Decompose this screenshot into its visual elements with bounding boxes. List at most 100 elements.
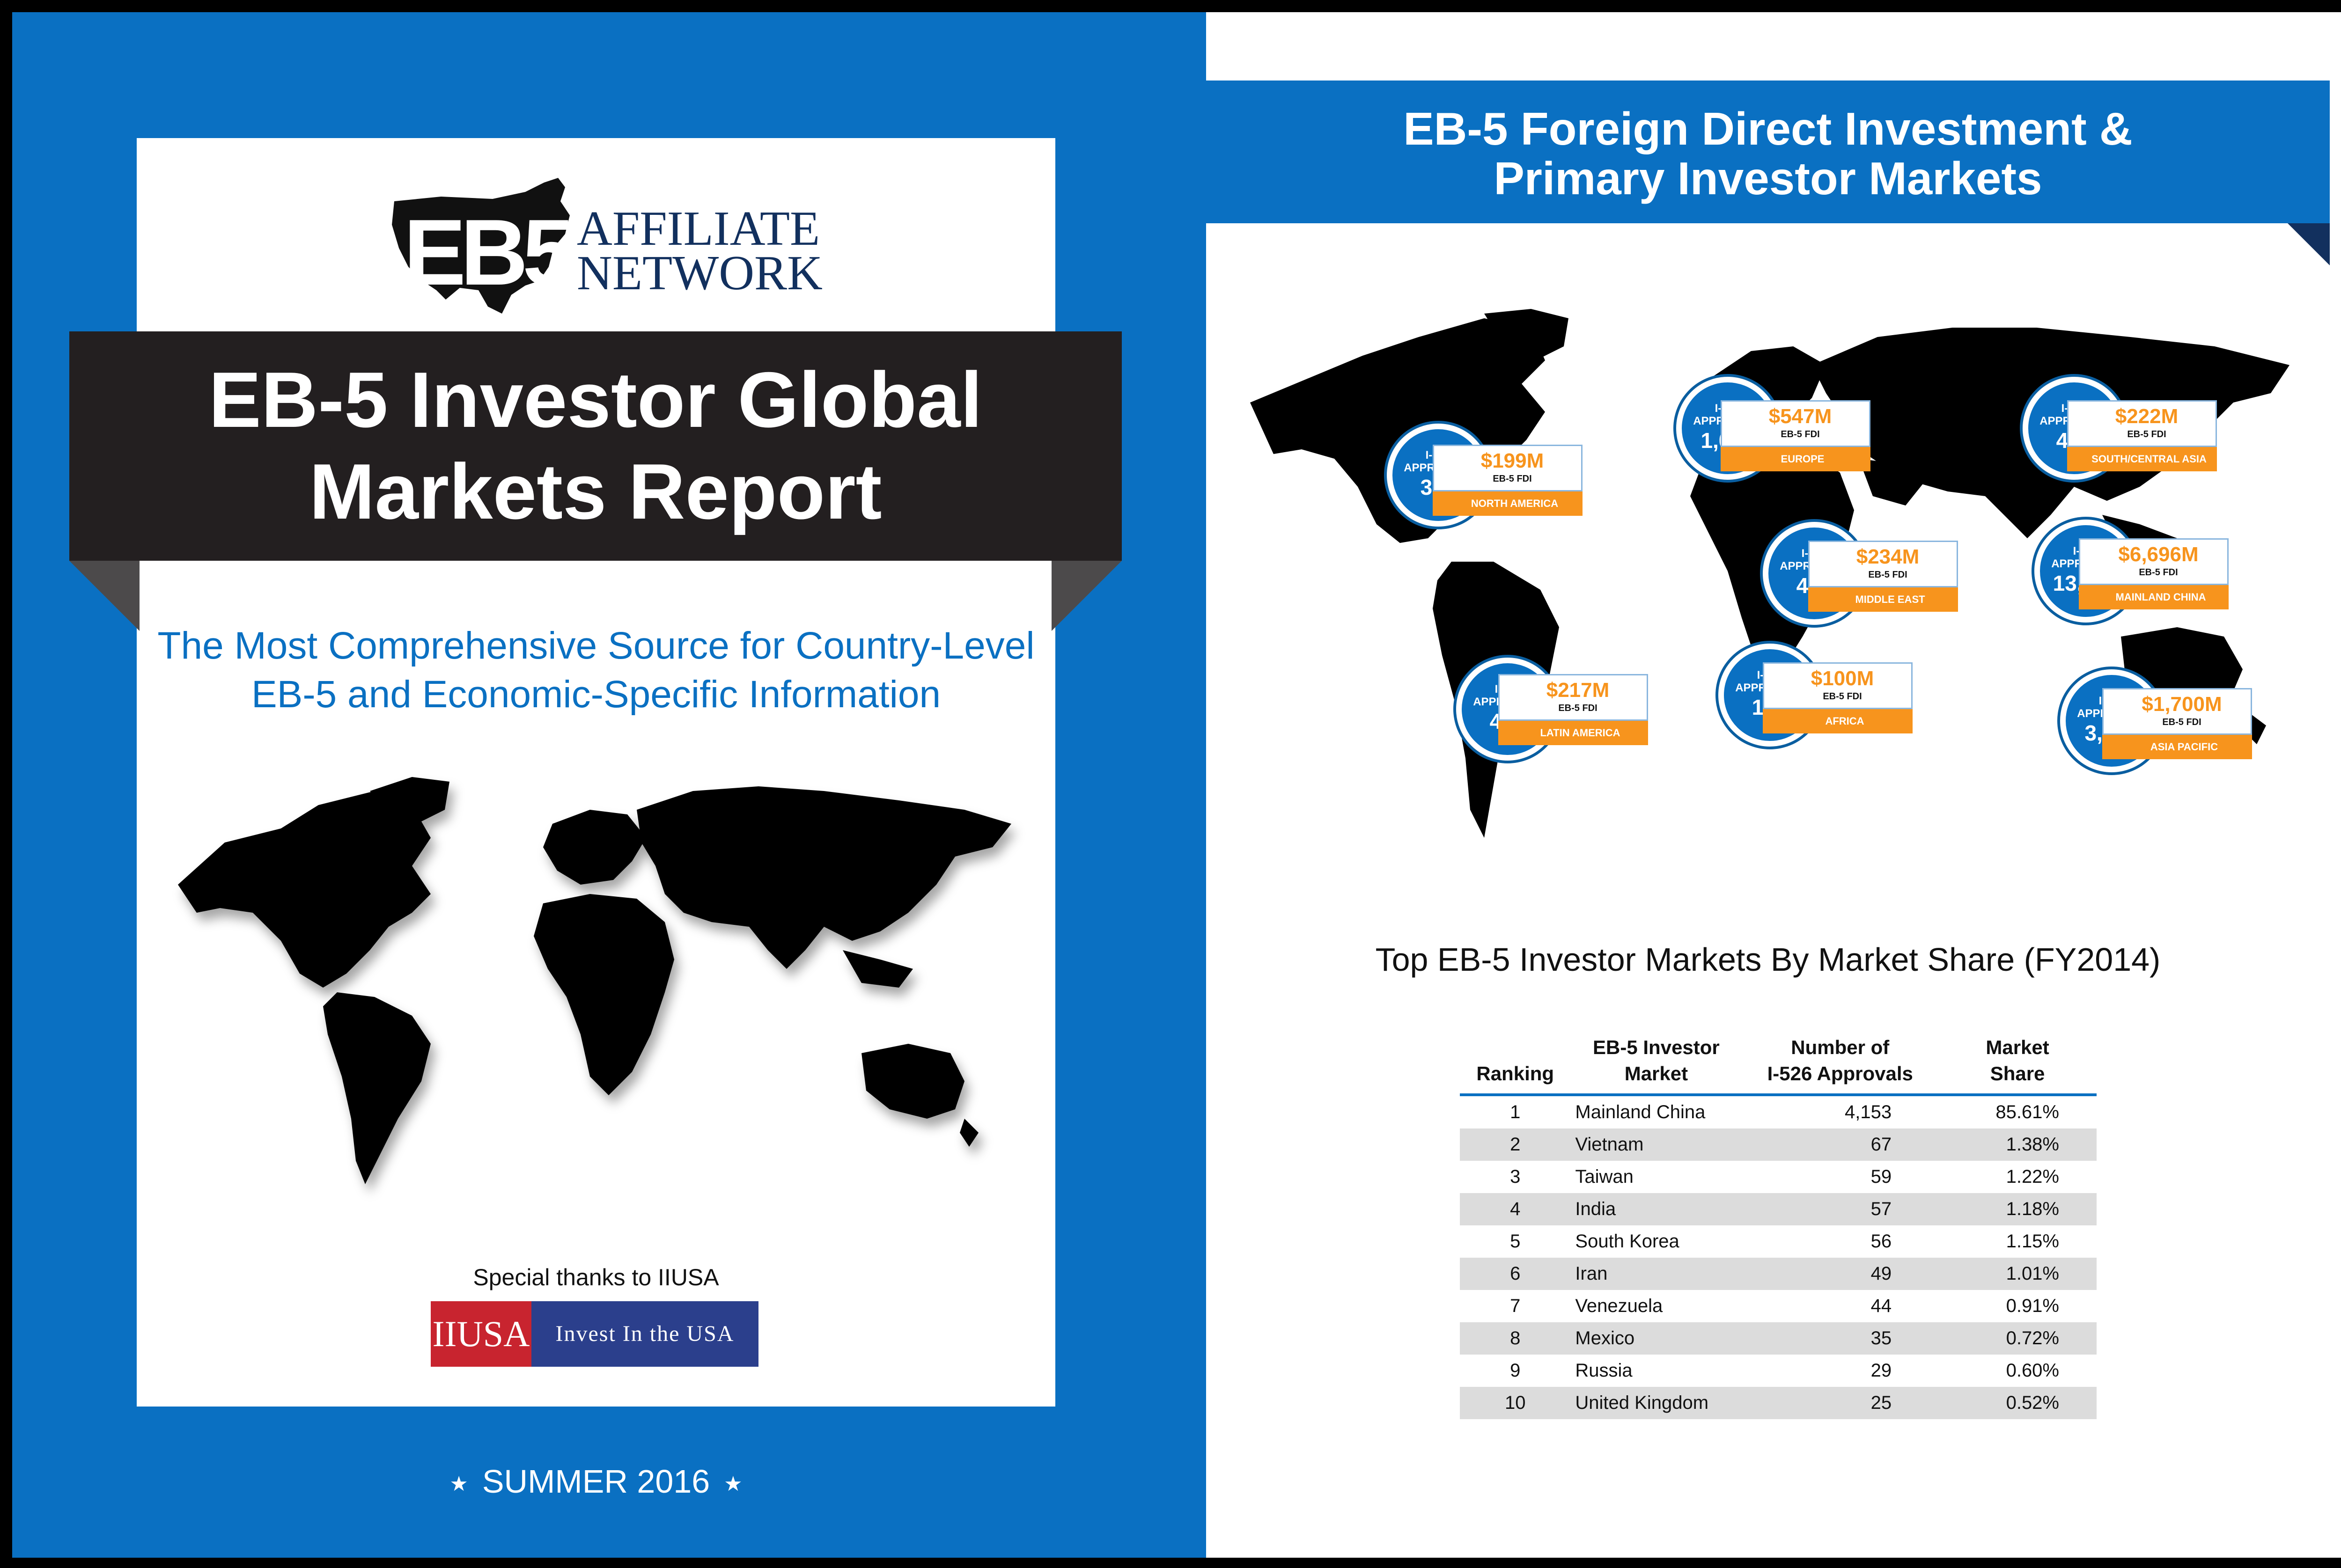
region-name: LATIN AMERICA bbox=[1498, 721, 1648, 745]
star-icon: ★ bbox=[449, 1473, 468, 1496]
banner-fold-left bbox=[69, 561, 140, 631]
cell-market: South Korea bbox=[1575, 1231, 1679, 1252]
cell-market: India bbox=[1570, 1193, 1742, 1225]
table-row: 7 Venezuela 44 0.91% bbox=[1460, 1290, 2097, 1322]
region-tag-south-central-asia: $222M EB-5 FDI SOUTH/CENTRAL ASIA bbox=[2067, 400, 2217, 471]
cell-share: 0.72% bbox=[1938, 1322, 2097, 1355]
cell-approvals: 49 bbox=[1742, 1258, 1939, 1290]
col-header-ranking: Ranking bbox=[1460, 1034, 1571, 1096]
cell-rank: 9 bbox=[1510, 1360, 1521, 1381]
cell-rank: 6 bbox=[1460, 1258, 1571, 1290]
cell-approvals: 44 bbox=[1870, 1296, 1892, 1316]
col-header-approvals: Number of I-526 Approvals bbox=[1742, 1034, 1939, 1096]
banner-fold-right bbox=[1052, 561, 1122, 631]
iiusa-logo-mark: IIUSA bbox=[431, 1301, 531, 1367]
region-name: MAINLAND CHINA bbox=[2079, 585, 2229, 609]
cell-market: Mexico bbox=[1570, 1322, 1742, 1355]
cell-share: 1.18% bbox=[1938, 1193, 2097, 1225]
market-share-table: Ranking EB-5 Investor Market Number of I-5… bbox=[1460, 1034, 2097, 1419]
cell-rank: 2 bbox=[1460, 1128, 1571, 1161]
report-title-banner: EB-5 Investor Global Markets Report bbox=[69, 331, 1122, 561]
edition-season-text: SUMMER 2016 bbox=[482, 1463, 710, 1500]
region-name: NORTH AMERICA bbox=[1433, 491, 1583, 516]
cell-share: 85.61% bbox=[1995, 1102, 2059, 1122]
logo-affiliate-network-text: AFFILIATE NETWORK bbox=[577, 204, 823, 300]
fdi-label: EB-5 FDI bbox=[2139, 567, 2178, 578]
cell-rank: 4 bbox=[1460, 1193, 1571, 1225]
cell-approvals: 56 bbox=[1870, 1231, 1892, 1252]
cell-market: United Kingdom bbox=[1570, 1387, 1742, 1419]
star-icon: ★ bbox=[724, 1473, 743, 1496]
col-header-share: Market Share bbox=[1938, 1034, 2097, 1096]
fdi-label: EB-5 FDI bbox=[1493, 474, 1532, 484]
eb5-affiliate-network-logo: EB5 AFFILIATE NETWORK bbox=[385, 173, 823, 328]
fdi-header-line-2: Primary Investor Markets bbox=[1494, 153, 2042, 204]
cell-rank: 1 bbox=[1510, 1102, 1521, 1122]
region-tag-latin-america: $217M EB-5 FDI LATIN AMERICA bbox=[1498, 674, 1648, 745]
fdi-page bbox=[1206, 12, 2341, 1558]
cell-approvals: 67 bbox=[1742, 1128, 1939, 1161]
cell-share: 1.15% bbox=[2006, 1231, 2059, 1252]
fdi-amount: $217M bbox=[1546, 679, 1610, 702]
fdi-amount: $222M bbox=[2115, 405, 2179, 428]
region-tag-middle-east: $234M EB-5 FDI MIDDLE EAST bbox=[1808, 541, 1958, 612]
table-row: 8 Mexico 35 0.72% bbox=[1460, 1322, 2097, 1355]
fdi-label: EB-5 FDI bbox=[1558, 703, 1597, 713]
edition-season: ★ SUMMER 2016 ★ bbox=[137, 1463, 1055, 1500]
region-tag-mainland-china: $6,696M EB-5 FDI MAINLAND CHINA bbox=[2079, 538, 2229, 609]
region-tag-asia-pacific: $1,700M EB-5 FDI ASIA PACIFIC bbox=[2102, 688, 2252, 759]
cover-world-map bbox=[178, 777, 1011, 1184]
cell-share: 0.52% bbox=[1938, 1387, 2097, 1419]
cell-rank: 7 bbox=[1510, 1296, 1521, 1316]
fdi-amount: $100M bbox=[1811, 667, 1874, 690]
cell-share: 1.38% bbox=[1938, 1128, 2097, 1161]
region-name: AFRICA bbox=[1763, 709, 1913, 733]
subtitle-line-1: The Most Comprehensive Source for Countr… bbox=[157, 624, 1035, 667]
table-header-row: Ranking EB-5 Investor Market Number of I-5… bbox=[1460, 1034, 2097, 1096]
fdi-header-line-1: EB-5 Foreign Direct Investment & bbox=[1403, 103, 2133, 154]
fdi-label: EB-5 FDI bbox=[1868, 570, 1907, 580]
fdi-label: EB-5 FDI bbox=[1781, 429, 1820, 440]
cell-market: Iran bbox=[1570, 1258, 1742, 1290]
report-subtitle: The Most Comprehensive Source for Countr… bbox=[137, 622, 1055, 719]
fdi-amount: $1,700M bbox=[2142, 693, 2222, 716]
fdi-amount: $547M bbox=[1768, 405, 1832, 428]
table-row: 3 Taiwan 59 1.22% bbox=[1460, 1161, 2097, 1193]
region-name: EUROPE bbox=[1721, 447, 1870, 471]
table-row: 5 South Korea 56 1.15% bbox=[1460, 1225, 2097, 1258]
table-row: 6 Iran 49 1.01% bbox=[1460, 1258, 2097, 1290]
logo-line-2: NETWORK bbox=[577, 245, 823, 300]
cell-rank: 10 bbox=[1460, 1387, 1571, 1419]
region-name: ASIA PACIFIC bbox=[2102, 735, 2252, 759]
fdi-amount: $6,696M bbox=[2118, 543, 2199, 566]
table-row: 4 India 57 1.18% bbox=[1460, 1193, 2097, 1225]
cell-market: Taiwan bbox=[1575, 1166, 1634, 1187]
cell-approvals: 4,153 bbox=[1845, 1102, 1892, 1122]
fdi-label: EB-5 FDI bbox=[2127, 429, 2166, 440]
col-header-market: EB-5 Investor Market bbox=[1570, 1034, 1742, 1096]
fdi-amount: $199M bbox=[1480, 449, 1544, 472]
cell-rank: 8 bbox=[1460, 1322, 1571, 1355]
region-tag-africa: $100M EB-5 FDI AFRICA bbox=[1763, 662, 1913, 733]
logo-eb5-text: EB5 bbox=[404, 200, 574, 305]
cell-approvals: 25 bbox=[1742, 1387, 1939, 1419]
fdi-label: EB-5 FDI bbox=[2162, 717, 2201, 727]
cell-rank: 3 bbox=[1510, 1166, 1521, 1187]
cell-approvals: 57 bbox=[1742, 1193, 1939, 1225]
cell-approvals: 29 bbox=[1870, 1360, 1892, 1381]
iiusa-logo: IIUSA Invest In the USA bbox=[431, 1301, 758, 1367]
fdi-page-header: EB-5 Foreign Direct Investment & Primary… bbox=[1206, 81, 2330, 223]
table-row: 1 Mainland China 4,153 85.61% bbox=[1460, 1095, 2097, 1128]
cell-share: 0.60% bbox=[2006, 1360, 2059, 1381]
fdi-amount: $234M bbox=[1856, 545, 1920, 568]
cell-market: Vietnam bbox=[1570, 1128, 1742, 1161]
report-title-line-2: Markets Report bbox=[309, 447, 882, 535]
market-share-table-title: Top EB-5 Investor Markets By Market Shar… bbox=[1375, 941, 2161, 978]
cell-market: Mainland China bbox=[1575, 1102, 1706, 1122]
region-tag-north-america: $199M EB-5 FDI NORTH AMERICA bbox=[1433, 445, 1583, 516]
report-title-line-1: EB-5 Investor Global bbox=[208, 356, 983, 444]
fdi-label: EB-5 FDI bbox=[1823, 691, 1862, 702]
cell-approvals: 59 bbox=[1870, 1166, 1892, 1187]
cell-approvals: 35 bbox=[1742, 1322, 1939, 1355]
special-thanks-text: Special thanks to IIUSA bbox=[473, 1264, 719, 1290]
